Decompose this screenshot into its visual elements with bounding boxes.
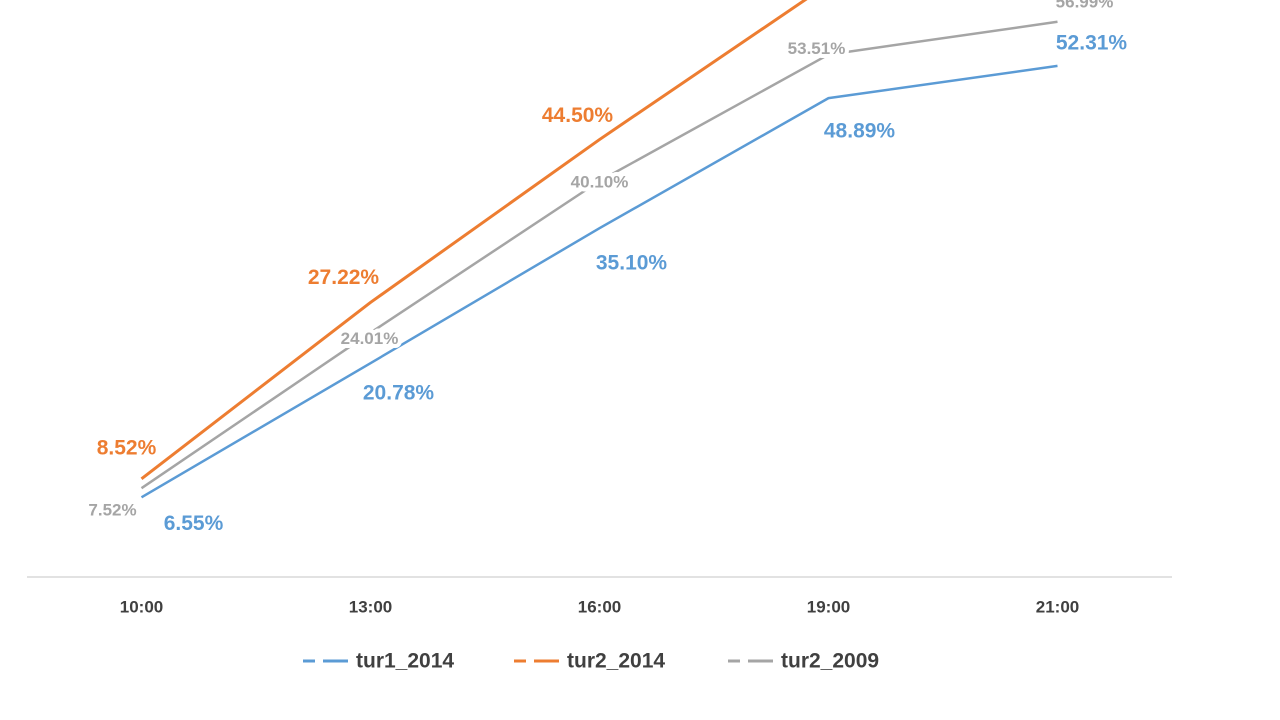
x-tick-label: 19:00: [807, 597, 850, 616]
data-label: 7.52%: [88, 501, 136, 520]
legend-label: tur2_2014: [567, 650, 665, 673]
data-label: 48.89%: [824, 120, 896, 143]
series-line: [140, 64, 1058, 499]
data-label: 20.78%: [363, 382, 435, 405]
data-label: 24.01%: [341, 329, 399, 348]
data-label: 35.10%: [596, 252, 668, 275]
x-tick-label: 10:00: [120, 597, 163, 616]
x-tick-label: 16:00: [578, 597, 621, 616]
data-label: 53.51%: [788, 39, 846, 58]
data-label: 40.10%: [571, 173, 629, 192]
data-label: 27.22%: [308, 266, 380, 289]
x-tick-label: 21:00: [1036, 597, 1079, 616]
data-label: 56.99%: [1056, 0, 1114, 11]
data-label: 8.52%: [97, 436, 157, 459]
legend-label: tur1_2014: [356, 650, 454, 673]
series-line: [140, 20, 1058, 490]
data-label: 6.55%: [164, 512, 224, 535]
series-line: [140, 0, 808, 480]
x-tick-label: 13:00: [349, 597, 392, 616]
data-label: 52.31%: [1056, 31, 1128, 54]
legend-label: tur2_2009: [781, 650, 879, 673]
data-label: 44.50%: [542, 104, 614, 127]
